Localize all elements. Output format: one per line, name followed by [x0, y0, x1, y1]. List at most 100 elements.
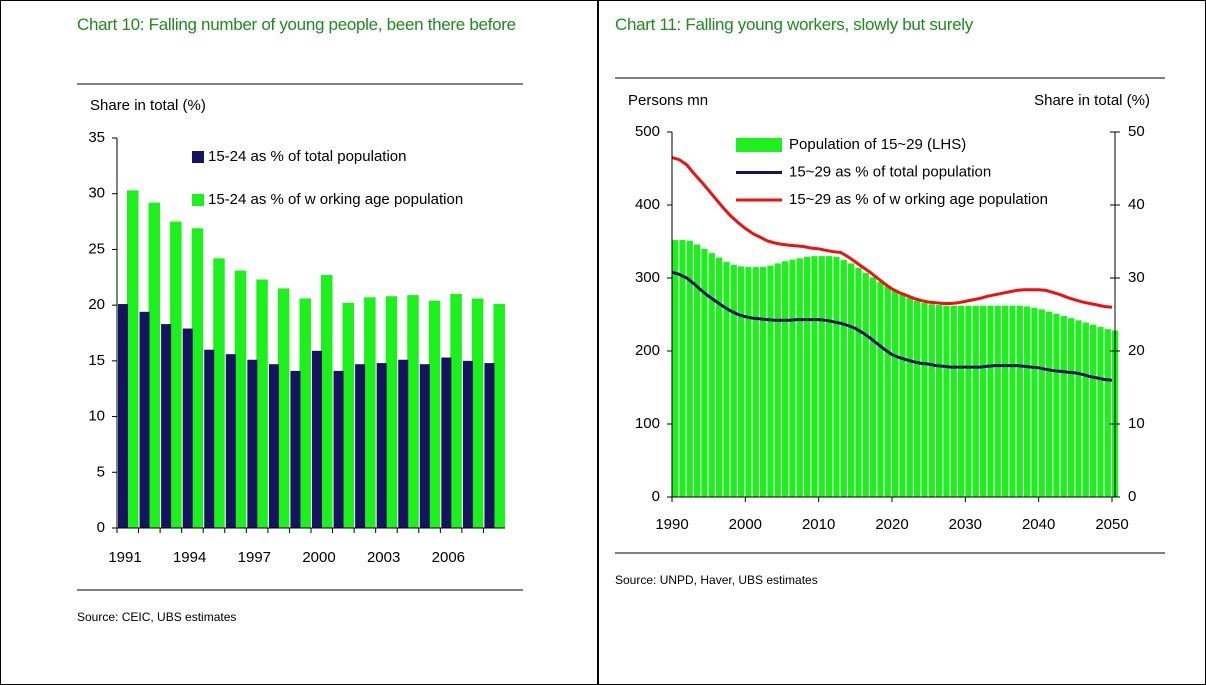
bar	[225, 354, 236, 528]
bar	[1053, 313, 1060, 497]
bar	[204, 349, 215, 528]
bar	[870, 277, 877, 497]
bar	[701, 248, 708, 497]
bar	[1046, 311, 1053, 497]
bar	[928, 304, 935, 497]
bar	[419, 364, 430, 528]
x-tick-label: 2050	[1095, 516, 1128, 533]
y-tick-label: 0	[652, 488, 660, 505]
bar	[767, 265, 774, 497]
bar	[471, 298, 484, 528]
y2-tick-label: 30	[1128, 269, 1145, 286]
bar	[268, 364, 279, 528]
y-tick-label: 200	[635, 342, 660, 359]
bar	[139, 311, 150, 528]
x-tick-label: 2003	[367, 549, 400, 566]
bar	[182, 328, 193, 528]
bar	[247, 359, 258, 528]
legend-label: 15-24 as % of total population	[208, 148, 406, 165]
y-tick-label: 20	[88, 296, 105, 313]
bar	[398, 359, 409, 528]
bar	[256, 279, 268, 528]
legend-swatch	[192, 151, 204, 163]
bar	[730, 264, 737, 497]
y-tick-label: 30	[88, 185, 105, 202]
bar	[355, 364, 366, 528]
y-tick-label: 400	[635, 196, 660, 213]
bar	[376, 363, 387, 528]
y2-tick-label: 40	[1128, 196, 1145, 213]
line	[671, 270, 1113, 382]
bar	[321, 275, 333, 528]
bar	[738, 266, 745, 497]
bar	[723, 261, 730, 497]
bar	[899, 294, 906, 497]
bar	[462, 360, 473, 528]
legend-label: Population of 15~29 (LHS)	[789, 136, 966, 153]
bar	[290, 370, 301, 528]
bar	[892, 290, 899, 497]
y2-tick-label: 0	[1128, 488, 1136, 505]
bar	[796, 258, 803, 497]
bar	[1068, 318, 1075, 497]
bar	[980, 305, 987, 497]
bar	[1104, 329, 1111, 497]
bar	[148, 202, 161, 528]
x-tick-label: 2020	[875, 516, 908, 533]
bar	[450, 294, 462, 528]
y-tick-label: 10	[88, 408, 105, 425]
bar	[333, 370, 344, 528]
bar	[914, 300, 921, 497]
bar	[1097, 326, 1104, 497]
source: Source: UNPD, Haver, UBS estimates	[615, 573, 818, 587]
y-axis-label: Share in total (%)	[90, 97, 206, 114]
y-tick-label: 500	[635, 123, 660, 140]
bar	[936, 305, 943, 497]
bar	[1060, 315, 1067, 497]
source: Source: CEIC, UBS estimates	[77, 610, 237, 624]
bar	[943, 305, 950, 497]
legend-swatch	[736, 138, 782, 152]
bar	[965, 305, 972, 497]
y-tick-label: 300	[635, 269, 660, 286]
bar	[127, 190, 139, 528]
bar	[804, 256, 811, 497]
bar	[716, 257, 723, 497]
bar	[840, 259, 847, 497]
bar	[760, 267, 767, 497]
bar	[407, 295, 419, 528]
bar	[1031, 307, 1038, 497]
bar	[862, 272, 869, 497]
y2-tick-label: 10	[1128, 415, 1145, 432]
y-tick-label: 25	[88, 240, 105, 257]
bar	[1082, 322, 1089, 497]
x-tick-label: 2040	[1022, 516, 1055, 533]
bar	[855, 267, 862, 497]
bar	[789, 259, 796, 497]
bar	[994, 305, 1001, 497]
bar	[672, 240, 679, 498]
x-tick-label: 1997	[238, 549, 271, 566]
y-tick-label: 0	[97, 519, 105, 536]
x-tick-label: 2030	[949, 516, 982, 533]
bar	[1016, 305, 1023, 497]
bar	[972, 305, 979, 497]
chart-title: Chart 11: Falling young workers, slowly …	[615, 15, 973, 34]
bar	[833, 256, 840, 497]
bar	[906, 297, 913, 497]
y2-tick-label: 20	[1128, 342, 1145, 359]
bar	[234, 270, 247, 528]
x-tick-label: 2010	[802, 516, 835, 533]
bar	[213, 258, 225, 528]
y-axis-label: Persons mn	[628, 92, 708, 109]
bar	[811, 256, 818, 497]
bar	[782, 261, 789, 497]
y-tick-label: 35	[88, 129, 105, 146]
bar	[694, 244, 701, 497]
chart-title: Chart 10: Falling number of young people…	[77, 15, 516, 34]
legend-label: 15~29 as % of w orking age population	[789, 191, 1048, 208]
bar	[342, 302, 355, 528]
bar	[441, 357, 452, 528]
